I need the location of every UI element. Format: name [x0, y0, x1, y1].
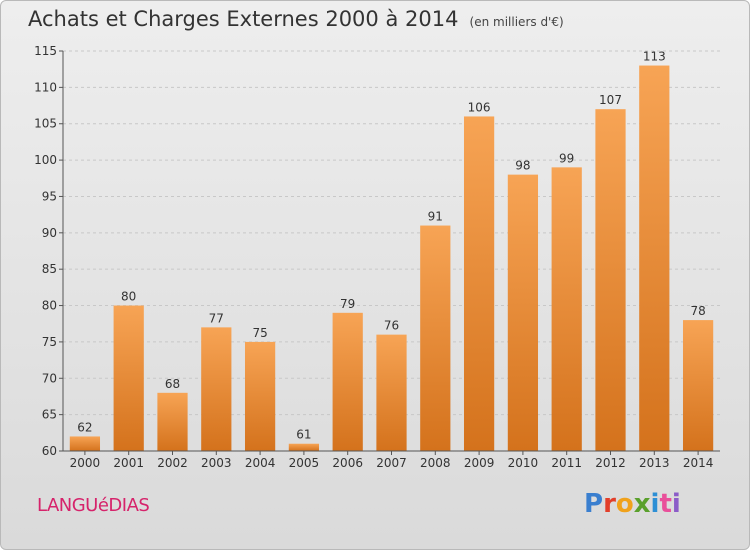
logo-letter: i	[671, 489, 681, 519]
chart-title: Achats et Charges Externes 2000 à 2014	[28, 7, 459, 31]
x-tick-label: 2013	[639, 456, 670, 470]
x-tick-label: 2000	[70, 456, 101, 470]
bar-value-label: 75	[252, 326, 267, 340]
bar	[201, 327, 232, 451]
bar-value-label: 107	[599, 93, 622, 107]
bar-value-label: 61	[296, 428, 311, 442]
logo-letter: o	[615, 489, 634, 519]
chart-subtitle: (en milliers d'€)	[469, 15, 564, 29]
bar	[288, 443, 320, 451]
bar	[595, 109, 626, 451]
bar	[682, 320, 714, 451]
x-tick-label: 2005	[289, 456, 320, 470]
labels: 60 65 70 75 80 85 90 95 100 105 110 115 62 2000 80 2001…	[34, 44, 713, 470]
y-tick-label: 90	[42, 226, 57, 240]
bar	[507, 174, 539, 452]
bar-value-label: 106	[468, 100, 491, 114]
x-tick-label: 2014	[683, 456, 714, 470]
bar	[420, 225, 451, 451]
bar-value-label: 80	[121, 290, 136, 304]
bars	[69, 65, 714, 452]
bar	[244, 341, 276, 451]
logo-letter: t	[659, 489, 672, 519]
bar-value-label: 91	[428, 210, 443, 224]
axes	[59, 50, 720, 455]
x-tick-label: 2011	[551, 456, 582, 470]
commune-name: LANGUéDIAS	[37, 495, 150, 516]
y-tick-label: 100	[34, 153, 57, 167]
logo-letter: x	[633, 489, 651, 519]
x-tick-label: 2004	[245, 456, 276, 470]
x-tick-label: 2001	[113, 456, 144, 470]
bar-value-label: 79	[340, 297, 355, 311]
x-tick-label: 2010	[508, 456, 539, 470]
y-tick-label: 95	[42, 189, 57, 203]
title-row: Achats et Charges Externes 2000 à 2014 (…	[28, 7, 564, 31]
bar-value-label: 77	[209, 311, 224, 325]
y-tick-label: 110	[34, 80, 57, 94]
bar	[157, 392, 188, 451]
x-tick-label: 2007	[376, 456, 407, 470]
y-tick-label: 115	[34, 44, 57, 58]
logo-letter: i	[650, 489, 660, 519]
bar-value-label: 113	[643, 50, 666, 64]
bar	[113, 305, 144, 451]
bar-value-label: 62	[77, 420, 92, 434]
bar-value-label: 98	[515, 159, 530, 173]
x-tick-label: 2006	[332, 456, 363, 470]
bar-value-label: 76	[384, 319, 399, 333]
bar-value-label: 99	[559, 151, 574, 165]
x-tick-label: 2002	[157, 456, 188, 470]
bar-value-label: 78	[690, 304, 705, 318]
y-tick-label: 60	[42, 444, 57, 458]
x-tick-label: 2003	[201, 456, 232, 470]
y-tick-label: 85	[42, 262, 57, 276]
bar	[639, 65, 670, 451]
logo-letter: P	[584, 489, 604, 519]
bar	[376, 334, 407, 451]
x-tick-label: 2008	[420, 456, 451, 470]
bar	[69, 436, 101, 451]
x-tick-label: 2012	[595, 456, 626, 470]
bar	[551, 167, 582, 451]
proxiti-logo: Proxiti	[584, 489, 681, 519]
y-tick-label: 70	[42, 371, 57, 385]
y-tick-label: 80	[42, 299, 57, 313]
bar	[463, 116, 495, 452]
bar	[332, 312, 363, 451]
y-tick-label: 65	[42, 408, 57, 422]
bar-value-label: 68	[165, 377, 180, 391]
y-tick-label: 75	[42, 335, 57, 349]
logo-letter: r	[603, 489, 616, 519]
y-tick-label: 105	[34, 117, 57, 131]
x-tick-label: 2009	[464, 456, 495, 470]
